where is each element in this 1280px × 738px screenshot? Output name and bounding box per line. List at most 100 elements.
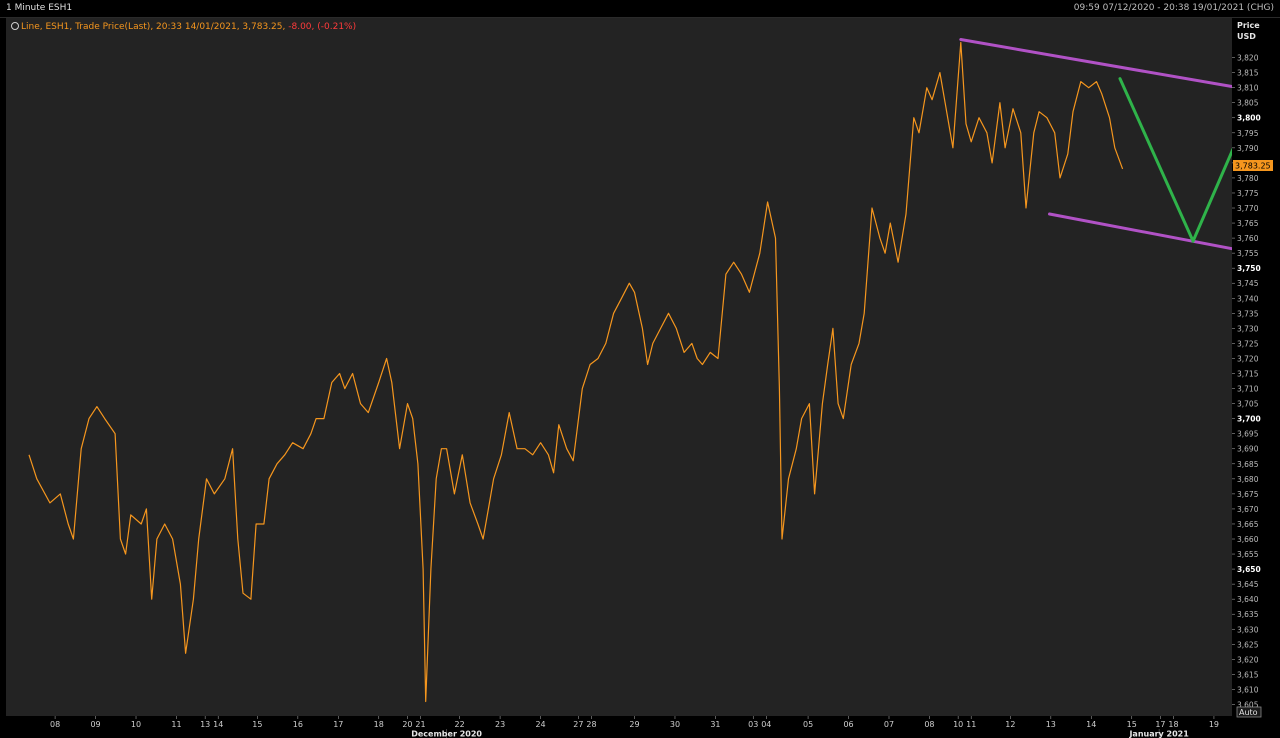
y-tick-label: 3,660 [1237, 535, 1259, 544]
x-tick-label: 30 [670, 720, 680, 729]
y-tick-label: 3,635 [1237, 610, 1259, 619]
x-tick-label: 11 [966, 720, 976, 729]
x-tick-label: 29 [629, 720, 639, 729]
x-tick-label: 20 [402, 720, 412, 729]
y-tick-label: 3,760 [1237, 234, 1259, 243]
plot-area[interactable] [6, 18, 1232, 716]
y-tick-label: 3,770 [1237, 204, 1259, 213]
y-tick-label: 3,610 [1237, 685, 1259, 694]
y-tick-label: 3,605 [1237, 701, 1259, 710]
y-tick-label: 3,650 [1237, 565, 1261, 574]
x-tick-label: 24 [535, 720, 545, 729]
y-tick-label: 3,620 [1237, 655, 1259, 664]
auto-scale-label: Auto [1239, 708, 1258, 717]
y-tick-label: 3,755 [1237, 249, 1259, 258]
x-tick-label: 18 [374, 720, 384, 729]
y-axis-panel [1232, 18, 1280, 716]
legend-change: -8.00, (-0.21%) [288, 22, 356, 32]
svg-text:Line, ESH1, Trade Price(Last),: Line, ESH1, Trade Price(Last), 20:33 14/… [21, 22, 356, 32]
date-range: 09:59 07/12/2020 - 20:38 19/01/2021 (CHG… [1073, 3, 1274, 13]
y-tick-label: 3,695 [1237, 430, 1259, 439]
y-tick-label: 3,630 [1237, 625, 1259, 634]
last-value-badge [1233, 160, 1273, 171]
x-tick-label: 19 [1209, 720, 1219, 729]
y-tick-label: 3,645 [1237, 580, 1259, 589]
x-tick-label: 22 [455, 720, 465, 729]
y-tick-label: 3,740 [1237, 294, 1259, 303]
y-tick-label: 3,655 [1237, 550, 1259, 559]
y-tick-label: 3,790 [1237, 144, 1259, 153]
x-tick-label: 13 [1046, 720, 1056, 729]
x-tick-label: 31 [710, 720, 720, 729]
price-line[interactable] [28, 41, 1124, 703]
y-tick-label: 3,815 [1237, 69, 1259, 78]
y-axis-title: Price [1237, 21, 1260, 30]
window-header: 1 Minute ESH1 09:59 07/12/2020 - 20:38 1… [0, 0, 1280, 18]
legend-text: Line, ESH1, Trade Price(Last), 20:33 14/… [21, 22, 288, 32]
y-tick-label: 3,715 [1237, 370, 1259, 379]
channel-upper-line[interactable] [959, 38, 1258, 93]
projection-down-line[interactable] [1118, 77, 1195, 243]
x-tick-label: 18 [1168, 720, 1178, 729]
y-tick-label: 3,780 [1237, 174, 1259, 183]
x-tick-label: 13 [200, 720, 210, 729]
y-tick-label: 3,710 [1237, 385, 1259, 394]
x-tick-label: 05 [803, 720, 813, 729]
y-tick-label: 3,685 [1237, 460, 1259, 469]
y-tick-label: 3,680 [1237, 475, 1259, 484]
x-tick-label: 12 [1005, 720, 1015, 729]
auto-scale-button[interactable]: Auto [1236, 706, 1262, 718]
y-tick-label: 3,640 [1237, 595, 1259, 604]
series-group [28, 41, 1124, 703]
y-tick-label: 3,670 [1237, 505, 1259, 514]
x-tick-label: 14 [213, 720, 223, 729]
y-tick-label: 3,750 [1237, 264, 1261, 273]
x-tick-label: 03 [748, 720, 758, 729]
chart-legend: Line, ESH1, Trade Price(Last), 20:33 14/… [11, 22, 356, 32]
y-tick-label: 3,810 [1237, 84, 1259, 93]
x-tick-label: 17 [333, 720, 343, 729]
x-tick-label: 07 [884, 720, 894, 729]
x-axis-panel [0, 716, 1280, 738]
x-tick-label: 15 [252, 720, 262, 729]
y-tick-label: 3,675 [1237, 490, 1259, 499]
y-tick-label: 3,720 [1237, 354, 1259, 363]
x-axis: 08 09 10 11 13 14 15 16 17 18 20 21 22 23 24 27 28 29 30 31… [0, 716, 1280, 738]
x-tick-label: 21 [415, 720, 425, 729]
last-value-text: 3,783.25 [1235, 162, 1271, 171]
x-tick-label: 15 [1127, 720, 1137, 729]
y-tick-label: 3,625 [1237, 640, 1259, 649]
x-tick-label: 27 [573, 720, 583, 729]
x-tick-label: 09 [90, 720, 100, 729]
last-value-marker: 3,783.25 [1233, 160, 1273, 171]
y-tick-label: 3,730 [1237, 324, 1259, 333]
legend-settings-icon[interactable] [11, 22, 19, 30]
y-tick-label: 3,745 [1237, 279, 1259, 288]
y-tick-label: 3,700 [1237, 415, 1261, 424]
y-tick-label: 3,805 [1237, 99, 1259, 108]
y-tick-label: 3,765 [1237, 219, 1259, 228]
y-tick-label: 3,800 [1237, 114, 1261, 123]
month-label: December 2020 [411, 730, 482, 738]
x-tick-label: 06 [843, 720, 853, 729]
y-tick-label: 3,665 [1237, 520, 1259, 529]
x-tick-label: 08 [50, 720, 60, 729]
x-tick-label: 10 [953, 720, 963, 729]
x-tick-label: 08 [924, 720, 934, 729]
x-tick-label: 23 [495, 720, 505, 729]
y-axis-currency: USD [1237, 32, 1256, 41]
chart-title: 1 Minute ESH1 [6, 3, 73, 13]
y-tick-label: 3,690 [1237, 445, 1259, 454]
y-tick-label: 3,795 [1237, 129, 1259, 138]
x-tick-label: 16 [293, 720, 303, 729]
y-tick-label: 3,775 [1237, 189, 1259, 198]
y-tick-label: 3,615 [1237, 670, 1259, 679]
y-axis: Price USD 3,605 3,610 3,615 3,620 3,625 3,630… [1232, 18, 1280, 716]
y-tick-label: 3,725 [1237, 339, 1259, 348]
month-label: January 2021 [1128, 730, 1189, 738]
x-tick-label: 14 [1086, 720, 1096, 729]
x-tick-label: 04 [761, 720, 771, 729]
x-tick-label: 28 [586, 720, 596, 729]
y-tick-label: 3,735 [1237, 309, 1259, 318]
